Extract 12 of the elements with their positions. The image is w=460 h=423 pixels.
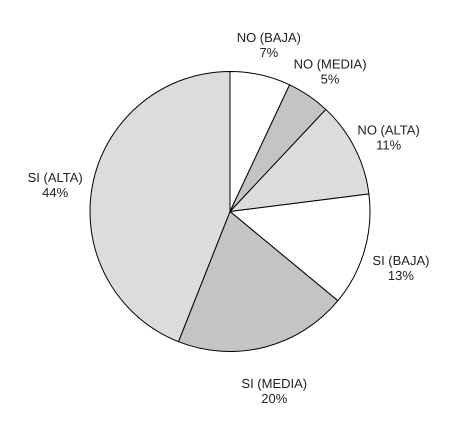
data-label: 7% [259, 44, 279, 60]
slice-label: SI (ALTA) [28, 170, 83, 186]
slice-label: SI (MEDIA) [241, 376, 308, 391]
data-label: 11% [376, 138, 402, 153]
data-label: 20% [261, 390, 288, 406]
data-label: 13% [388, 268, 414, 284]
data-label: 44% [42, 185, 69, 200]
slice-label: SI (BAJA) [372, 253, 430, 268]
data-label: 5% [320, 71, 340, 86]
slice-label: NO (BAJA) [236, 30, 301, 45]
slice-label: NO (MEDIA) [294, 56, 367, 72]
slice-label: NO (ALTA) [357, 122, 420, 138]
